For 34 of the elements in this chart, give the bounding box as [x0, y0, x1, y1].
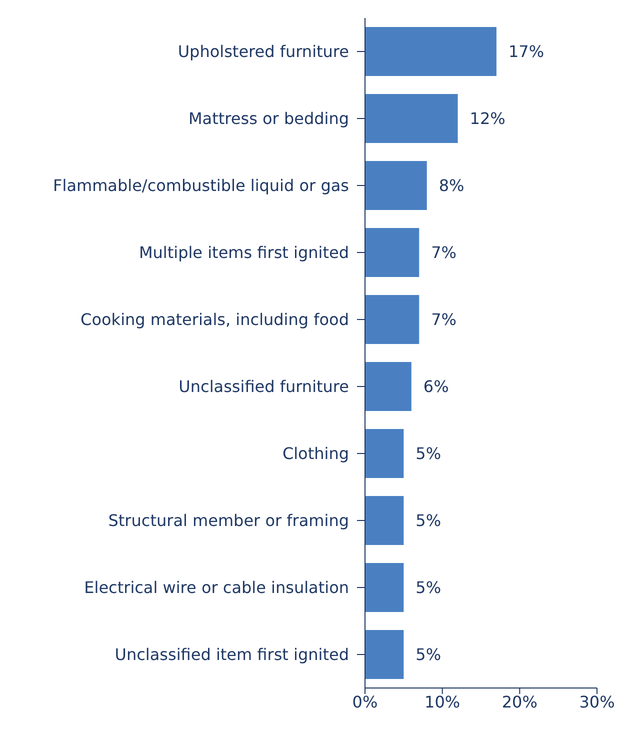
- x-tick-label: 30%: [579, 692, 615, 712]
- data-label: 5%: [416, 444, 442, 464]
- bar: [365, 228, 420, 277]
- y-tick-label: Flammable/combustible liquid or gas: [53, 176, 349, 196]
- y-tick-label: Unclassified furniture: [178, 377, 349, 396]
- data-label: 5%: [416, 578, 442, 598]
- y-tick-label: Clothing: [282, 444, 349, 464]
- bar: [365, 362, 412, 411]
- y-tick-label: Structural member or framing: [108, 511, 349, 530]
- bar: [365, 496, 404, 545]
- bar: [365, 429, 404, 478]
- data-label: 5%: [416, 645, 442, 664]
- y-tick-label: Multiple items first ignited: [138, 243, 349, 262]
- bar: [365, 161, 427, 210]
- data-label: 7%: [431, 243, 457, 262]
- bar: [365, 94, 458, 143]
- data-label: 6%: [423, 377, 449, 396]
- bar: [365, 27, 496, 76]
- y-tick-label: Electrical wire or cable insulation: [84, 578, 349, 598]
- y-tick-label: Mattress or bedding: [188, 109, 349, 128]
- data-label: 12%: [470, 109, 506, 128]
- data-label: 17%: [508, 42, 544, 62]
- data-label: 5%: [416, 511, 442, 530]
- y-tick-label: Upholstered furniture: [178, 42, 349, 62]
- y-tick-label: Unclassified item first ignited: [114, 645, 349, 664]
- bar: [365, 630, 404, 679]
- data-label: 8%: [438, 176, 464, 196]
- y-tick-label: Cooking materials, including food: [80, 310, 349, 330]
- data-label: 7%: [431, 310, 457, 330]
- bar: [365, 295, 420, 344]
- x-tick-label: 10%: [424, 692, 460, 712]
- bar: [365, 563, 404, 612]
- x-tick-label: 0%: [352, 692, 378, 712]
- x-tick-label: 20%: [502, 692, 538, 712]
